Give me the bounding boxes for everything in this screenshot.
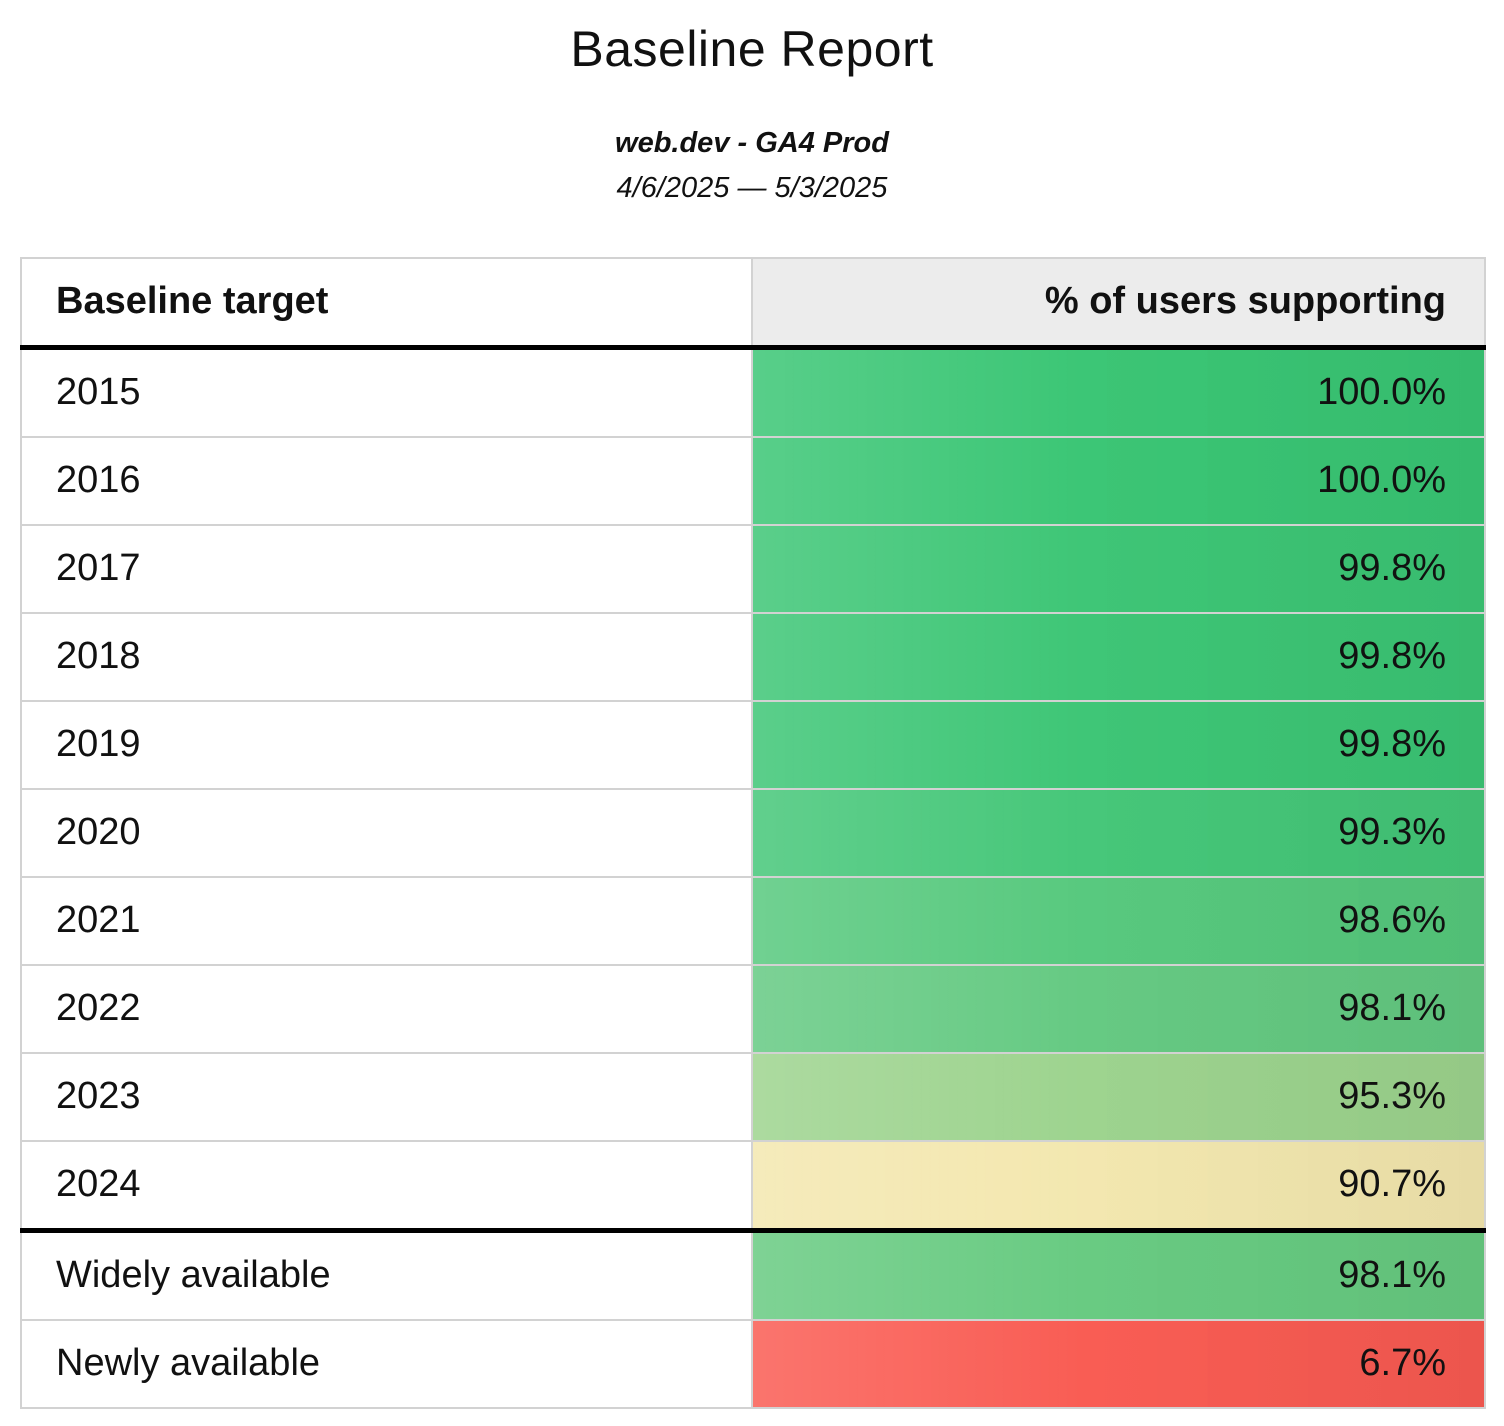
baseline-target-cell: 2020 [20,787,753,878]
column-header-baseline-target: Baseline target [20,256,753,350]
users-supporting-cell: 98.6% [751,875,1486,966]
table-row: 2022 98.1% [20,963,1486,1054]
users-supporting-value: 95.3% [1338,1075,1446,1117]
table-body: 2015 100.0% 2016 100.0% 2017 99.8% 2018 … [20,346,1486,1409]
users-supporting-cell: 99.3% [751,787,1486,878]
baseline-target-label: Widely available [56,1254,331,1296]
baseline-target-cell: 2016 [20,435,753,526]
baseline-table: Baseline target % of users supporting 20… [20,256,1486,1409]
table-row: Newly available 6.7% [20,1318,1486,1409]
baseline-target-label: 2020 [56,811,141,853]
users-supporting-value: 90.7% [1338,1163,1446,1205]
users-supporting-value: 99.3% [1338,811,1446,853]
table-row: 2015 100.0% [20,346,1486,438]
table-row: 2017 99.8% [20,523,1486,614]
baseline-target-cell: 2024 [20,1139,753,1231]
users-supporting-value: 99.8% [1338,723,1446,765]
users-supporting-cell: 99.8% [751,699,1486,790]
users-supporting-cell: 98.1% [751,1227,1486,1321]
report-header: Baseline Report web.dev - GA4 Prod 4/6/2… [0,0,1504,205]
users-supporting-value: 98.6% [1338,899,1446,941]
baseline-target-cell: Newly available [20,1318,753,1409]
baseline-target-label: Newly available [56,1342,321,1384]
users-supporting-value: 100.0% [1317,371,1446,413]
report-source: web.dev - GA4 Prod [615,126,889,159]
users-supporting-value: 99.8% [1338,547,1446,589]
column-header-users-supporting: % of users supporting [751,256,1486,350]
users-supporting-cell: 100.0% [751,346,1486,438]
baseline-target-label: 2017 [56,547,141,589]
users-supporting-cell: 99.8% [751,611,1486,702]
users-supporting-cell: 99.8% [751,523,1486,614]
table-row: 2019 99.8% [20,699,1486,790]
users-supporting-cell: 95.3% [751,1051,1486,1142]
users-supporting-cell: 98.1% [751,963,1486,1054]
table-header-row: Baseline target % of users supporting [20,256,1486,350]
baseline-target-cell: 2019 [20,699,753,790]
baseline-target-label: 2022 [56,987,141,1029]
users-supporting-value: 98.1% [1338,1254,1446,1296]
users-supporting-value: 98.1% [1338,987,1446,1029]
table-row: Widely available 98.1% [20,1227,1486,1321]
users-supporting-value: 6.7% [1359,1342,1446,1384]
table-row: 2023 95.3% [20,1051,1486,1142]
report-date-range: 4/6/2025 — 5/3/2025 [616,171,888,204]
baseline-target-label: 2019 [56,723,141,765]
baseline-target-cell: 2022 [20,963,753,1054]
baseline-target-cell: 2015 [20,346,753,438]
baseline-target-cell: 2017 [20,523,753,614]
users-supporting-cell: 100.0% [751,435,1486,526]
table-row: 2020 99.3% [20,787,1486,878]
baseline-target-cell: Widely available [20,1227,753,1321]
baseline-target-cell: 2018 [20,611,753,702]
users-supporting-cell: 90.7% [751,1139,1486,1231]
table-row: 2016 100.0% [20,435,1486,526]
table-row: 2021 98.6% [20,875,1486,966]
users-supporting-value: 99.8% [1338,635,1446,677]
baseline-target-cell: 2021 [20,875,753,966]
baseline-target-label: 2015 [56,371,141,413]
baseline-target-label: 2016 [56,459,141,501]
table-header: Baseline target % of users supporting [20,256,1486,350]
table-row: 2018 99.8% [20,611,1486,702]
baseline-target-label: 2018 [56,635,141,677]
baseline-target-label: 2023 [56,1075,141,1117]
baseline-target-label: 2021 [56,899,141,941]
users-supporting-value: 100.0% [1317,459,1446,501]
baseline-target-cell: 2023 [20,1051,753,1142]
table-row: 2024 90.7% [20,1139,1486,1231]
baseline-target-label: 2024 [56,1163,141,1205]
report-title: Baseline Report [570,21,934,77]
users-supporting-cell: 6.7% [751,1318,1486,1409]
